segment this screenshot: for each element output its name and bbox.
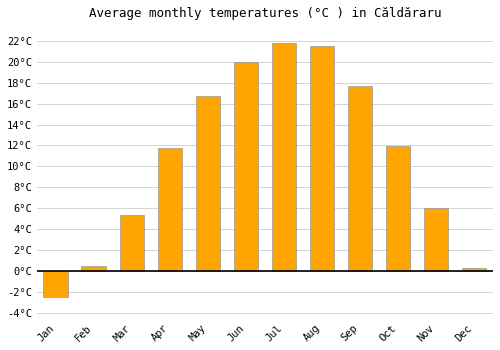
Bar (82, 266, 106, 271)
Bar (234, 62, 258, 271)
Bar (462, 268, 486, 271)
Bar (424, 208, 448, 271)
Bar (158, 148, 182, 271)
Bar (44, 271, 68, 297)
Bar (196, 96, 220, 271)
Bar (120, 216, 144, 271)
Title: Average monthly temperatures (°C ) in Căldăraru: Average monthly temperatures (°C ) in Că… (88, 7, 441, 20)
Bar (310, 46, 334, 271)
Bar (348, 86, 372, 271)
Bar (272, 43, 296, 271)
Bar (386, 147, 410, 271)
